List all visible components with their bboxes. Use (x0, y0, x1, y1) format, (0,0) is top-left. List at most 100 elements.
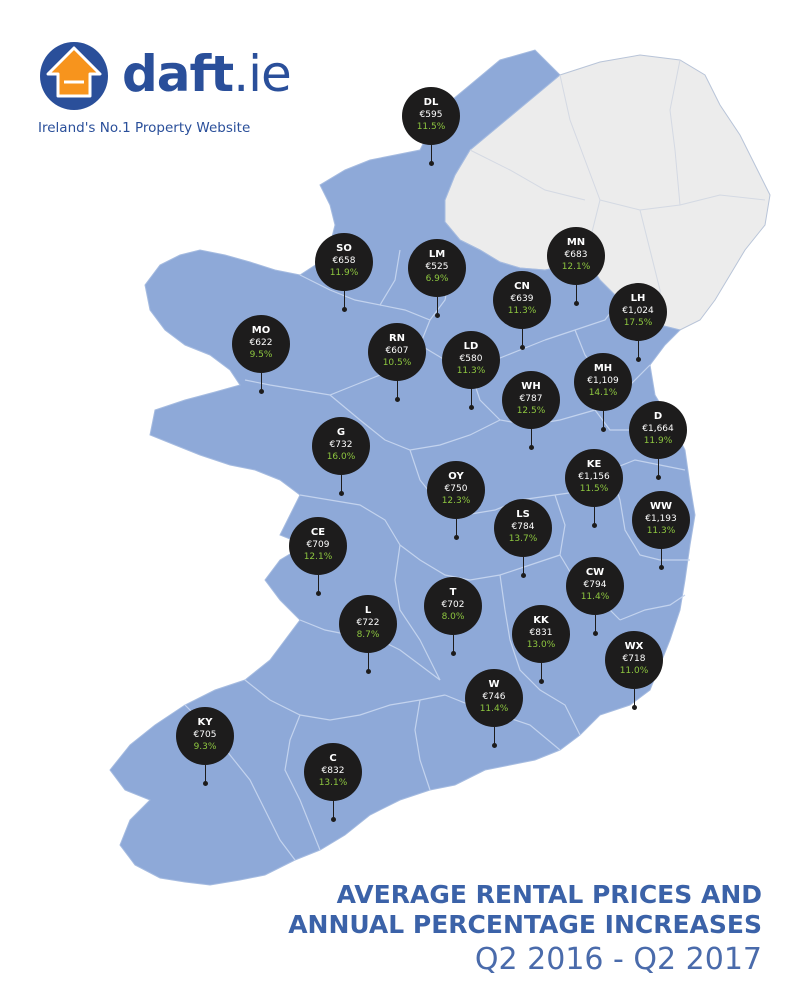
county-code: W (488, 679, 500, 690)
marker-pin-stem (658, 459, 659, 477)
marker-pin-stem (368, 653, 369, 671)
county-marker-ce[interactable]: CE €709 12.1% (289, 517, 347, 575)
marker-pin-dot (574, 301, 579, 306)
daft-logo[interactable]: daft.ie Ireland's No.1 Property Website (38, 34, 292, 144)
marker-pin-dot (435, 313, 440, 318)
county-change: 11.9% (643, 436, 673, 446)
marker-pin-stem (333, 801, 334, 819)
marker-pin-dot (636, 357, 641, 362)
county-change: 9.3% (193, 742, 217, 752)
county-code: SO (336, 243, 352, 254)
marker-pin-dot (342, 307, 347, 312)
county-change: 11.5% (416, 122, 446, 132)
marker-pin-dot (592, 523, 597, 528)
county-marker-cw[interactable]: CW €794 11.4% (566, 557, 624, 615)
county-change: 12.1% (303, 552, 333, 562)
county-code: LD (463, 341, 479, 352)
county-change: 11.3% (646, 526, 676, 536)
county-price: €732 (329, 440, 353, 450)
county-code: CW (585, 567, 605, 578)
marker-pin-stem (494, 727, 495, 745)
county-price: €1,024 (622, 306, 654, 316)
county-price: €607 (385, 346, 409, 356)
county-marker-kk[interactable]: KK €831 13.0% (512, 605, 570, 663)
county-marker-w[interactable]: W €746 11.4% (465, 669, 523, 727)
county-price: €784 (511, 522, 535, 532)
county-code: LM (428, 249, 446, 260)
marker-pin-stem (522, 329, 523, 347)
county-code: OY (448, 471, 464, 482)
logo-tld: .ie (233, 45, 292, 103)
logo-tagline: Ireland's No.1 Property Website (38, 120, 251, 136)
county-marker-c[interactable]: C €832 13.1% (304, 743, 362, 801)
county-change: 9.5% (249, 350, 273, 360)
county-marker-mn[interactable]: MN €683 12.1% (547, 227, 605, 285)
marker-pin-stem (471, 389, 472, 407)
marker-pin-stem (638, 341, 639, 359)
county-price: €750 (444, 484, 468, 494)
county-change: 11.0% (619, 666, 649, 676)
county-marker-ww[interactable]: WW €1,193 11.3% (632, 491, 690, 549)
marker-pin-stem (523, 557, 524, 575)
county-code: LS (516, 509, 530, 520)
county-marker-lm[interactable]: LM €525 6.9% (408, 239, 466, 297)
county-code: KE (586, 459, 602, 470)
county-price: €622 (249, 338, 273, 348)
county-code: G (336, 427, 346, 438)
county-marker-d[interactable]: D €1,664 11.9% (629, 401, 687, 459)
county-marker-rn[interactable]: RN €607 10.5% (368, 323, 426, 381)
county-change: 13.0% (526, 640, 556, 650)
county-change: 11.4% (580, 592, 610, 602)
county-change: 11.3% (507, 306, 537, 316)
marker-pin-dot (451, 651, 456, 656)
county-marker-wh[interactable]: WH €787 12.5% (502, 371, 560, 429)
county-marker-l[interactable]: L €722 8.7% (339, 595, 397, 653)
county-marker-ls[interactable]: LS €784 13.7% (494, 499, 552, 557)
county-marker-dl[interactable]: DL €595 11.5% (402, 87, 460, 145)
marker-pin-dot (259, 389, 264, 394)
county-marker-lh[interactable]: LH €1,024 17.5% (609, 283, 667, 341)
marker-pin-dot (529, 445, 534, 450)
county-marker-ke[interactable]: KE €1,156 11.5% (565, 449, 623, 507)
county-change: 12.3% (441, 496, 471, 506)
county-marker-mh[interactable]: MH €1,109 14.1% (574, 353, 632, 411)
marker-pin-dot (656, 475, 661, 480)
county-price: €658 (332, 256, 356, 266)
county-marker-t[interactable]: T €702 8.0% (424, 577, 482, 635)
marker-pin-dot (492, 743, 497, 748)
marker-pin-dot (469, 405, 474, 410)
marker-pin-dot (331, 817, 336, 822)
county-price: €1,156 (578, 472, 610, 482)
county-change: 8.7% (356, 630, 380, 640)
marker-pin-stem (397, 381, 398, 399)
county-price: €1,109 (587, 376, 619, 386)
county-code: LH (630, 293, 646, 304)
marker-pin-dot (366, 669, 371, 674)
title-period: Q2 2016 - Q2 2017 (474, 942, 762, 977)
marker-pin-dot (659, 565, 664, 570)
marker-pin-stem (594, 507, 595, 525)
marker-pin-dot (203, 781, 208, 786)
marker-pin-dot (632, 705, 637, 710)
county-change: 17.5% (623, 318, 653, 328)
county-code: MN (566, 237, 586, 248)
marker-pin-dot (539, 679, 544, 684)
county-price: €832 (321, 766, 345, 776)
county-code: WX (624, 641, 644, 652)
logo-name: daft (122, 45, 234, 103)
county-marker-ky[interactable]: KY €705 9.3% (176, 707, 234, 765)
marker-pin-dot (454, 535, 459, 540)
county-code: T (449, 587, 457, 598)
county-marker-mo[interactable]: MO €622 9.5% (232, 315, 290, 373)
county-code: C (329, 753, 337, 764)
county-marker-g[interactable]: G €732 16.0% (312, 417, 370, 475)
county-price: €831 (529, 628, 553, 638)
marker-pin-dot (316, 591, 321, 596)
county-marker-oy[interactable]: OY €750 12.3% (427, 461, 485, 519)
county-marker-ld[interactable]: LD €580 11.3% (442, 331, 500, 389)
marker-pin-stem (431, 145, 432, 163)
county-marker-cn[interactable]: CN €639 11.3% (493, 271, 551, 329)
county-marker-so[interactable]: SO €658 11.9% (315, 233, 373, 291)
county-price: €709 (306, 540, 330, 550)
county-marker-wx[interactable]: WX €718 11.0% (605, 631, 663, 689)
